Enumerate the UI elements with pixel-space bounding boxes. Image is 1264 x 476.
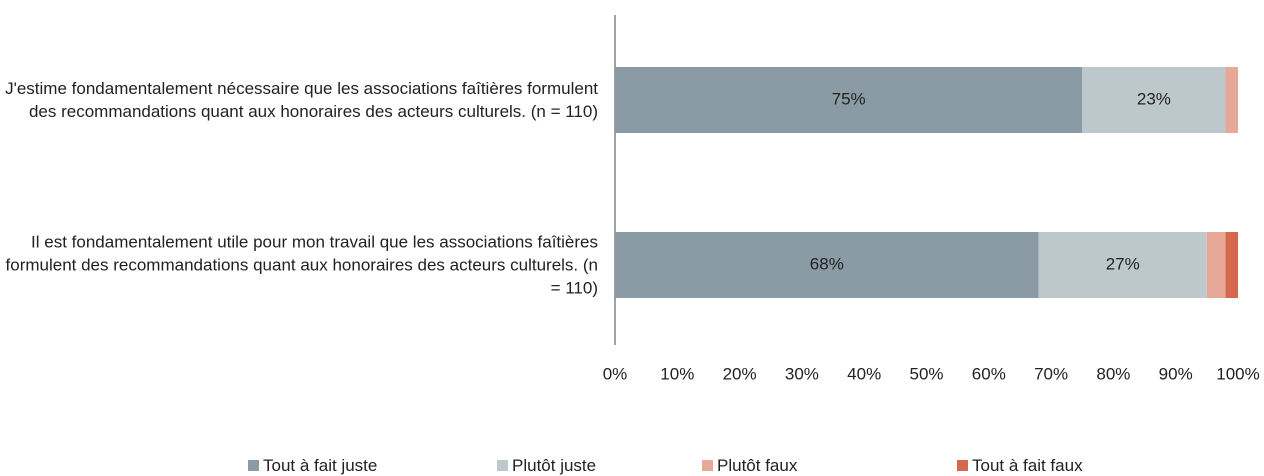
- legend-label: Tout à fait faux: [972, 456, 1083, 475]
- bar-segment: [1206, 232, 1226, 298]
- category-label: J'estime fondamentalement nécessaire que…: [5, 79, 598, 121]
- x-tick-label: 80%: [1096, 364, 1130, 383]
- data-label: 68%: [810, 254, 844, 273]
- x-tick-label: 0%: [603, 364, 628, 383]
- x-tick-label: 90%: [1159, 364, 1193, 383]
- x-tick-label: 20%: [723, 364, 757, 383]
- x-tick-label: 50%: [909, 364, 943, 383]
- bar-segment: [615, 67, 1083, 133]
- bar-segment: [1038, 232, 1207, 298]
- x-tick-label: 70%: [1034, 364, 1068, 383]
- legend-swatch: [497, 460, 508, 471]
- bar-segment: [615, 232, 1039, 298]
- x-tick-label: 30%: [785, 364, 819, 383]
- bar-segment: [1225, 67, 1238, 133]
- legend-label: Tout à fait juste: [263, 456, 378, 475]
- x-tick-label: 40%: [847, 364, 881, 383]
- legend-swatch: [957, 460, 968, 471]
- x-tick-label: 60%: [972, 364, 1006, 383]
- legend-label: Plutôt juste: [512, 456, 597, 475]
- data-label: 23%: [1137, 89, 1171, 108]
- legend-label: Plutôt faux: [717, 456, 798, 475]
- legend-swatch: [702, 460, 713, 471]
- bar-segment: [1225, 232, 1238, 298]
- legend-item: Tout à fait juste: [248, 456, 377, 476]
- data-label: 27%: [1106, 254, 1140, 273]
- x-tick-label: 10%: [660, 364, 694, 383]
- legend-item: Plutôt faux: [702, 456, 797, 476]
- x-tick-label: 100%: [1216, 364, 1259, 383]
- legend-swatch: [248, 460, 259, 471]
- legend-item: Plutôt juste: [497, 456, 596, 476]
- category-label: Il est fondamentalement utile pour mon t…: [5, 232, 598, 298]
- legend-item: Tout à fait faux: [957, 456, 1083, 476]
- data-label: 75%: [832, 89, 866, 108]
- bar-segment: [1082, 67, 1226, 133]
